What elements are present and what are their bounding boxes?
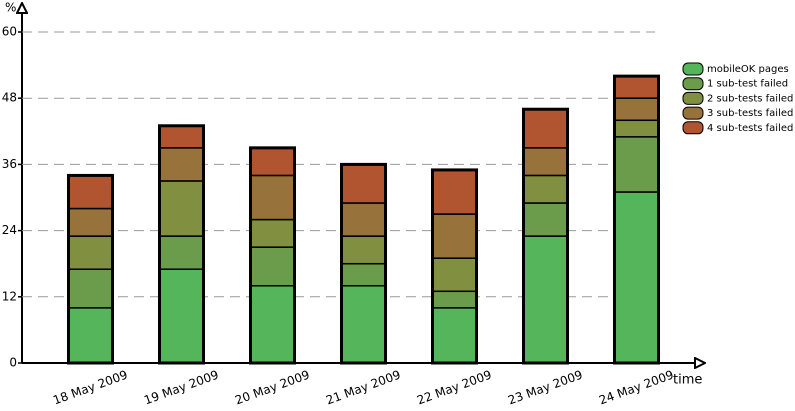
y-tick-label: 48 xyxy=(2,91,17,105)
y-tick-label: 60 xyxy=(2,25,17,39)
y-tick-label: 36 xyxy=(2,157,17,171)
legend-swatch xyxy=(682,106,704,120)
bar-segment xyxy=(67,235,114,270)
bar-segment xyxy=(431,307,478,364)
bar-segment xyxy=(340,235,387,265)
bar-segment xyxy=(431,290,478,309)
bar-segment xyxy=(67,207,114,237)
legend-label: 2 sub-tests failed xyxy=(707,93,793,104)
x-tick-label: 19 May 2009 xyxy=(142,368,220,408)
bar-outline xyxy=(158,124,205,365)
y-tick-label: 24 xyxy=(2,223,17,237)
bar-segment xyxy=(158,125,205,149)
bar-segment xyxy=(522,108,569,149)
x-tick-label: 21 May 2009 xyxy=(324,368,402,408)
bar-outline xyxy=(249,146,296,365)
bar-outline xyxy=(67,173,114,365)
bar-segment xyxy=(67,174,114,210)
bar-segment xyxy=(158,147,205,182)
bar-segment xyxy=(431,169,478,215)
bar-segment xyxy=(522,202,569,237)
legend-swatch xyxy=(682,62,704,76)
bar-segment xyxy=(431,213,478,259)
legend-label: 4 sub-tests failed xyxy=(707,123,793,134)
bar-segment xyxy=(249,174,296,221)
bar-segment xyxy=(522,174,569,204)
y-tick-label: 0 xyxy=(9,356,17,370)
bar-segment xyxy=(158,268,205,364)
x-tick-label: 23 May 2009 xyxy=(506,368,584,408)
bar-segment xyxy=(613,191,660,364)
bar-segment xyxy=(613,136,660,193)
bar-segment xyxy=(67,307,114,364)
bar-segment xyxy=(613,119,660,138)
bar-segment xyxy=(340,285,387,364)
bar-segment xyxy=(249,218,296,248)
legend-label: mobileOK pages xyxy=(707,64,789,75)
bar-segment xyxy=(522,235,569,364)
legend-label: 3 sub-tests failed xyxy=(707,108,793,119)
bar-segment xyxy=(613,97,660,122)
bar-outline xyxy=(613,74,660,365)
bar-outline xyxy=(340,162,387,365)
bar-segment xyxy=(249,246,296,287)
bar-segment xyxy=(249,147,296,177)
bar-segment xyxy=(67,268,114,309)
x-tick-label: 24 May 2009 xyxy=(597,368,675,408)
bar-outline xyxy=(522,107,569,365)
y-axis-label: % xyxy=(5,1,16,15)
bar-segment xyxy=(158,180,205,237)
legend-label: 1 sub-test failed xyxy=(707,79,788,90)
bar-segment xyxy=(249,285,296,364)
bar-outline xyxy=(431,168,478,365)
bar-segment xyxy=(613,75,660,99)
legend-swatch xyxy=(682,77,704,91)
bar-segment xyxy=(431,257,478,293)
x-tick-label: 20 May 2009 xyxy=(233,368,311,408)
bar-segment xyxy=(158,235,205,270)
x-tick-label: 22 May 2009 xyxy=(415,368,493,408)
bar-segment xyxy=(340,262,387,287)
x-tick-label: 18 May 2009 xyxy=(51,368,129,408)
bar-segment xyxy=(340,163,387,204)
y-tick-label: 12 xyxy=(2,289,17,303)
legend-swatch xyxy=(682,91,704,105)
bar-segment xyxy=(522,147,569,177)
x-axis-label: time xyxy=(673,373,702,388)
bar-segment xyxy=(340,202,387,237)
legend-swatch xyxy=(682,121,704,135)
